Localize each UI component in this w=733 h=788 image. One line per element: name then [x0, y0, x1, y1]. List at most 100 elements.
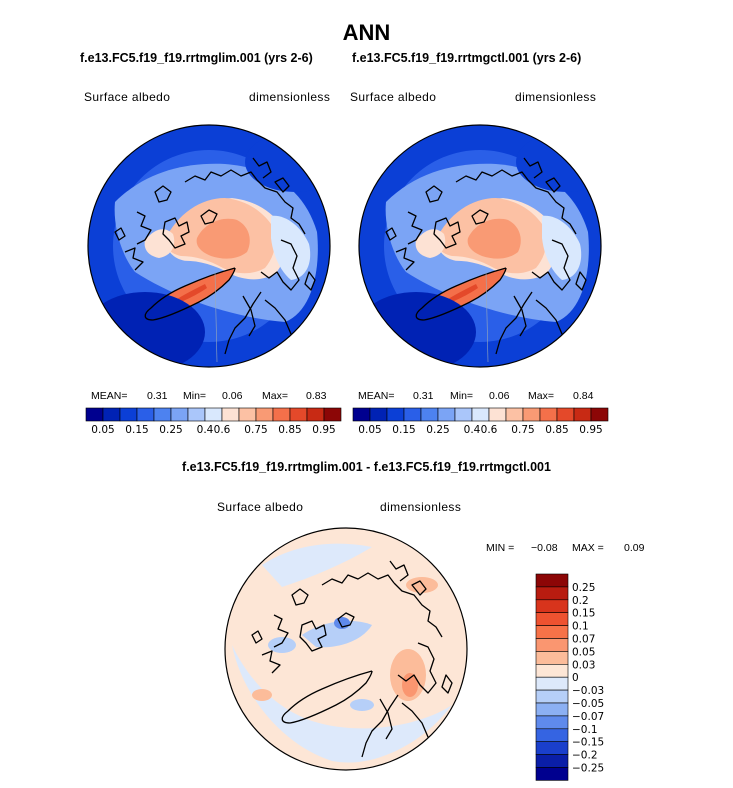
diff-map-boundary: [224, 527, 468, 771]
diff-colorbar-swatch: [535, 638, 569, 652]
diff-colorbar-tick: 0.15: [572, 608, 595, 620]
panel1-coastlines: [114, 157, 316, 355]
diff-min-value: −0.08: [531, 542, 558, 554]
panel1-map-boundary: [87, 124, 331, 368]
diff-diff-field: [232, 645, 452, 763]
panel1-colorbar-tick: 0.15: [125, 424, 148, 436]
panel1-colorbar: 0.05 0.15 0.25 0.4 0.6 0.75 0.85 0.95: [85, 407, 342, 436]
panel1-coastline: [274, 177, 290, 193]
panel2-colorbar-swatch: [369, 407, 388, 422]
panel2-units: dimensionless: [515, 90, 597, 104]
diff-coastline: [361, 694, 399, 758]
panel1-coastline: [252, 157, 272, 179]
diff-colorbar-swatch: [535, 599, 569, 613]
panel2-colorbar-swatch: [488, 407, 507, 422]
panel2-polar-map: [358, 124, 602, 368]
panel1-colorbar-swatch: [306, 407, 325, 422]
diff-colorbar-tick: −0.15: [572, 737, 604, 749]
panel2-coastline: [513, 295, 527, 337]
panel2-colorbar-tick: 0.15: [392, 424, 415, 436]
diff-colorbar-tick: −0.07: [572, 711, 604, 723]
panel2-coastline: [523, 157, 543, 179]
diff-colorbar-tick: 0.05: [572, 646, 595, 658]
panel1-max-value: 0.83: [306, 390, 327, 402]
diff-diff-field: [402, 673, 418, 697]
diff-units: dimensionless: [380, 500, 462, 514]
diff-colorbar-swatch: [535, 728, 569, 743]
panel1-colorbar-tick: 0.6: [214, 424, 231, 436]
panel2-colorbar-swatch: [420, 407, 439, 422]
diff-colorbar-swatch: [535, 715, 569, 730]
panel1-mean-label: MEAN=: [91, 390, 128, 402]
panel2-coastline: [415, 267, 507, 321]
panel1-colorbar-swatch: [187, 407, 206, 422]
panel1-colorbar-swatch: [323, 407, 342, 422]
panel1-colorbar-swatch: [272, 407, 291, 422]
panel2-coastline: [527, 179, 577, 235]
panel2-colorbar-swatch: [403, 407, 422, 422]
panel1-colorbar-tick: 0.75: [244, 424, 267, 436]
panel2-colorbar-tick: 0.95: [579, 424, 602, 436]
diff-coastline: [291, 588, 309, 606]
diff-polar-map: [224, 527, 468, 771]
panel2-coastlines: [385, 157, 587, 355]
diff-colorbar-swatch: [535, 741, 569, 755]
diff-colorbar-tick: 0.1: [572, 621, 589, 633]
panel1-colorbar-swatch: [221, 407, 240, 422]
panel1-colorbar-swatch: [153, 407, 172, 422]
panel2-colorbar-swatch: [573, 407, 592, 422]
diff-min-label: MIN =: [486, 542, 515, 554]
panel1-snow-field: [271, 215, 311, 280]
diff-colorbar-tick: −0.03: [572, 685, 604, 697]
diff-coastline: [411, 580, 427, 596]
panel1-colorbar-swatch: [289, 407, 308, 422]
diff-colorbar-tick: −0.25: [572, 763, 604, 775]
panel1-colorbar-swatch: [85, 407, 104, 422]
diff-colorbar-tick: −0.2: [572, 750, 598, 762]
diff-coastline: [281, 670, 373, 724]
diff-coastline: [389, 560, 409, 582]
panel1-variable: Surface albedo: [84, 90, 171, 104]
panel2-colorbar-tick: 0.05: [358, 424, 381, 436]
diff-colorbar-swatch: [535, 586, 569, 601]
panel2-colorbar-tick: 0.75: [511, 424, 534, 436]
diff-variable: Surface albedo: [217, 500, 304, 514]
panel2-colorbar-swatch: [454, 407, 473, 422]
diff-max-label: MAX =: [572, 542, 604, 554]
panel1-coastline: [304, 271, 316, 291]
panel2-colorbar-tick: 0.85: [545, 424, 568, 436]
panel2-colorbar-swatch: [471, 407, 490, 422]
diff-coastline: [321, 572, 395, 586]
diff-colorbar-tick: 0: [572, 672, 579, 684]
diff-colorbar-swatch: [535, 676, 569, 691]
diff-colorbar-swatch: [535, 651, 569, 665]
diff-diff-field: [350, 699, 374, 711]
panel2-colorbar-swatch: [590, 407, 609, 422]
panel2-colorbar-swatch: [556, 407, 575, 422]
panel2-coastline: [395, 211, 423, 271]
diff-colorbar-tick: 0.07: [572, 634, 595, 646]
diff-coastline: [379, 698, 393, 740]
panel1-units: dimensionless: [249, 90, 331, 104]
panel1-colorbar-swatch: [170, 407, 189, 422]
diff-title: f.e13.FC5.f19_f19.rrtmglim.001 - f.e13.F…: [182, 460, 551, 474]
panel1-sea-ice-core: [196, 218, 250, 259]
panel1-coastline: [154, 185, 172, 203]
panel2-coastline: [575, 271, 587, 291]
panel1-colorbar-swatch: [255, 407, 274, 422]
panel2-mean-value: 0.31: [413, 390, 434, 402]
panel1-colorbar-tick: 0.95: [312, 424, 335, 436]
panel2-colorbar-tick: 0.4: [464, 424, 481, 436]
panel1-coastline: [184, 169, 258, 183]
panel2-colorbar-swatch: [522, 407, 541, 422]
panel2-sea-ice-core: [467, 218, 521, 259]
panel2-coastline: [385, 227, 397, 241]
panel1-colorbar-swatch: [238, 407, 257, 422]
panel2-colorbar-tick: 0.6: [481, 424, 498, 436]
panel2-min-label: Min=: [450, 390, 474, 402]
diff-colorbar-tick: 0.2: [572, 595, 589, 607]
panel2-colorbar-swatch: [505, 407, 524, 422]
panel1-coastline: [124, 211, 152, 271]
panel1-mean-value: 0.31: [147, 390, 168, 402]
panel2-coastline: [455, 169, 529, 183]
